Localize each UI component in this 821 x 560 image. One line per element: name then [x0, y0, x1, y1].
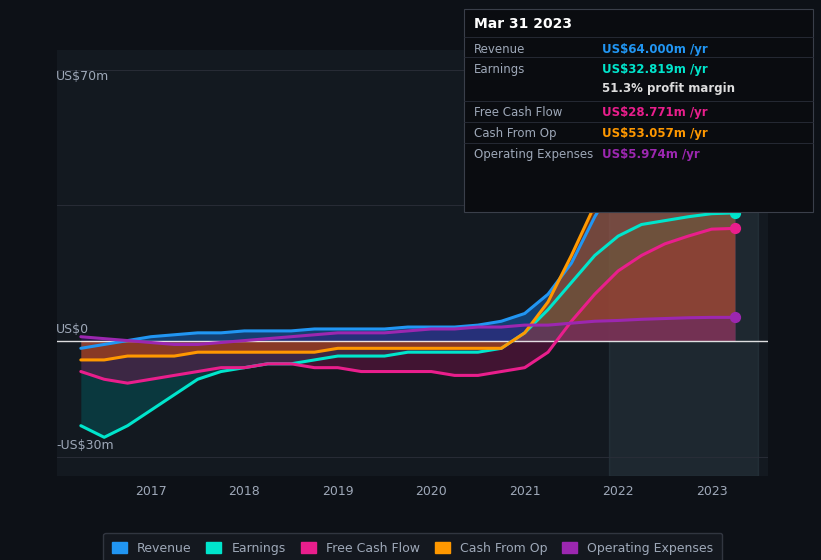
Text: US$53.057m /yr: US$53.057m /yr: [602, 127, 708, 140]
Text: US$5.974m /yr: US$5.974m /yr: [602, 148, 699, 161]
Text: US$28.771m /yr: US$28.771m /yr: [602, 106, 708, 119]
Text: US$70m: US$70m: [56, 70, 109, 83]
Point: [728, 81, 741, 90]
Point: [728, 224, 741, 233]
Point: [728, 313, 741, 322]
Text: -US$30m: -US$30m: [56, 440, 113, 452]
Text: Cash From Op: Cash From Op: [474, 127, 556, 140]
Text: US$0: US$0: [56, 323, 89, 337]
Text: US$64.000m /yr: US$64.000m /yr: [602, 43, 708, 55]
Point: [728, 127, 741, 136]
Text: Revenue: Revenue: [474, 43, 525, 55]
Legend: Revenue, Earnings, Free Cash Flow, Cash From Op, Operating Expenses: Revenue, Earnings, Free Cash Flow, Cash …: [103, 533, 722, 560]
Text: Operating Expenses: Operating Expenses: [474, 148, 593, 161]
Bar: [609, 50, 759, 476]
Point: [728, 208, 741, 217]
Text: Mar 31 2023: Mar 31 2023: [474, 17, 571, 31]
Text: US$32.819m /yr: US$32.819m /yr: [602, 63, 708, 76]
Text: Earnings: Earnings: [474, 63, 525, 76]
Text: 51.3% profit margin: 51.3% profit margin: [602, 82, 735, 96]
Text: Free Cash Flow: Free Cash Flow: [474, 106, 562, 119]
